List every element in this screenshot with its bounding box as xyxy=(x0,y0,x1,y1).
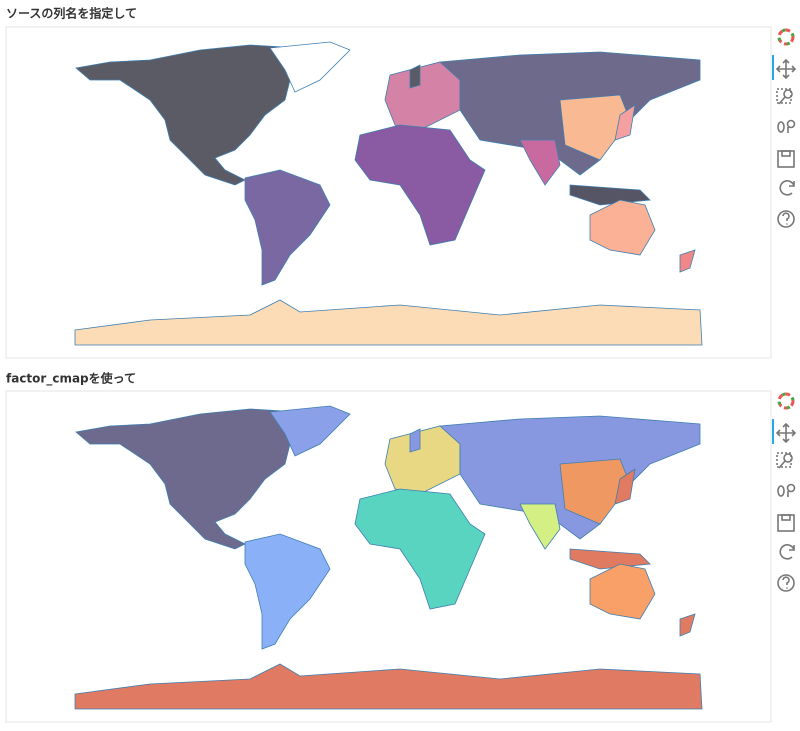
map-panel xyxy=(5,390,797,723)
panel-title: factor_cmapを使って xyxy=(6,371,136,387)
toolbar[interactable] xyxy=(771,28,797,229)
panel-title: ソースの列名を指定して xyxy=(6,6,137,21)
toolbar[interactable] xyxy=(771,392,797,593)
map-panel xyxy=(5,26,797,359)
